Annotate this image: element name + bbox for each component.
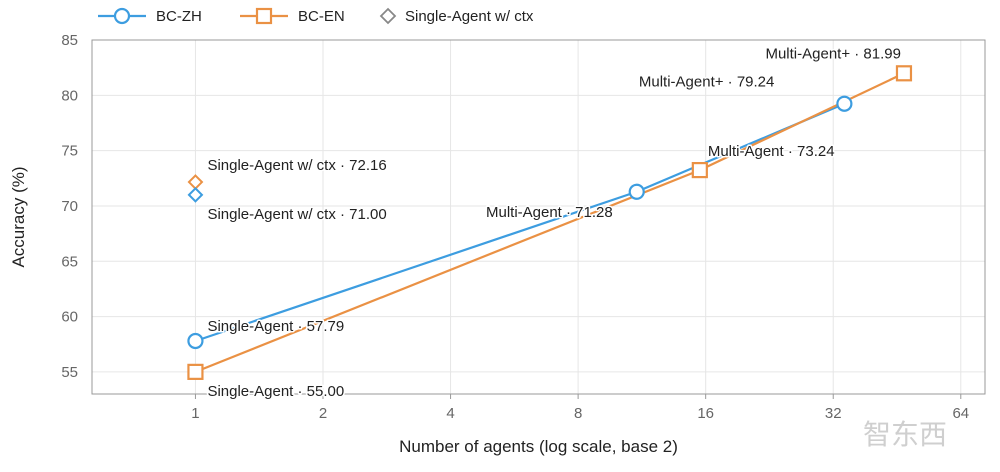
diamond-marker: [187, 174, 204, 190]
legend-circle-marker: [113, 7, 131, 25]
square-marker: [895, 65, 913, 82]
annotations: Single-Agent w/ ctx · 72.16 Single-Agent …: [206, 44, 903, 402]
square-marker: [187, 363, 204, 380]
x-tick-labels: 1 2 4 8 16 32 64: [191, 394, 969, 422]
legend-square-marker: [255, 7, 273, 25]
x-tick-label: 32: [825, 405, 842, 422]
y-tick-label: 75: [61, 143, 78, 160]
y-tick-label: 65: [61, 253, 78, 270]
x-axis-title: Number of agents (log scale, base 2): [399, 437, 678, 456]
x-tick-label: 16: [697, 405, 714, 422]
legend-label-bc-en: BC-EN: [298, 8, 345, 25]
x-tick-label: 8: [574, 405, 582, 422]
plot-frame: [91, 39, 986, 395]
legend: BC-ZH BC-EN Single-Agent w/ ctx: [98, 7, 534, 25]
legend-label-bc-zh: BC-ZH: [156, 8, 202, 25]
square-marker: [691, 161, 708, 179]
legend-diamond-marker: [379, 7, 397, 25]
y-tick-label: 60: [61, 309, 78, 326]
diamond-marker: [187, 186, 204, 203]
y-axis-title: Accuracy (%): [9, 166, 28, 267]
watermark-logo: 智东西: [863, 418, 947, 451]
y-tick-label: 85: [61, 32, 78, 49]
data-label: Single-Agent w/ ctx · 71.00: [207, 206, 386, 223]
data-label: Multi-Agent · 71.28: [486, 204, 613, 221]
data-label: Single-Agent · 55.00: [207, 383, 344, 400]
x-tick-label: 2: [319, 405, 327, 422]
data-label: Single-Agent w/ ctx · 72.16: [207, 157, 386, 174]
legend-item-single-agent-ctx[interactable]: Single-Agent w/ ctx: [379, 7, 534, 25]
legend-item-bc-en[interactable]: BC-EN: [240, 7, 345, 25]
x-tick-label: 4: [446, 405, 454, 422]
legend-item-bc-zh[interactable]: BC-ZH: [98, 7, 202, 25]
data-label: Single-Agent · 57.79: [207, 318, 344, 335]
markers: [187, 65, 913, 380]
data-label: Multi-Agent+ · 79.24: [639, 74, 775, 91]
axes: [91, 39, 986, 395]
y-tick-label: 55: [61, 364, 78, 381]
circle-marker: [187, 332, 204, 350]
grid: [92, 39, 985, 394]
data-label: Multi-Agent+ · 81.99: [765, 45, 901, 62]
y-tick-labels: 55 60 65 70 75 80 85: [61, 32, 78, 381]
x-tick-label: 1: [191, 405, 199, 422]
circle-marker: [836, 95, 853, 112]
y-tick-label: 80: [61, 87, 78, 104]
y-tick-label: 70: [61, 198, 78, 215]
legend-label-single-agent-ctx: Single-Agent w/ ctx: [405, 8, 534, 25]
x-tick-label: 64: [952, 405, 969, 422]
circle-marker: [628, 183, 645, 200]
data-label: Multi-Agent · 73.24: [708, 143, 835, 160]
